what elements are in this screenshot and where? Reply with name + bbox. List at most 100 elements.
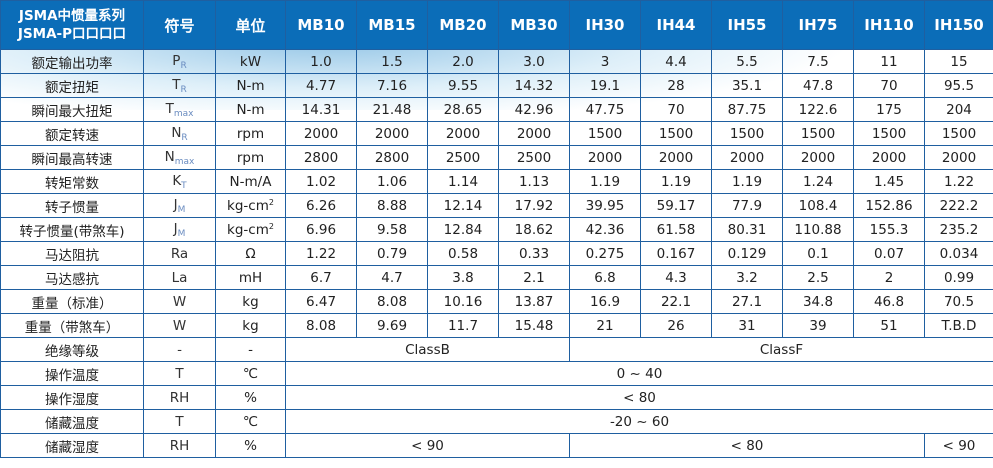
parameter-unit: mH [215, 265, 286, 290]
parameter-symbol: JM [143, 193, 216, 218]
parameter-name: 储藏温度 [0, 409, 144, 434]
parameter-name: 绝缘等级 [0, 337, 144, 362]
model-header-mb15: MB15 [356, 0, 428, 50]
value-cell: 70 [853, 73, 925, 98]
table-row: 马达阻抗 Ra Ω 1.22 0.79 0.58 0.33 0.275 0.167 0.129 0.… [0, 241, 993, 266]
value-cell: 8.88 [356, 193, 428, 218]
value-cell: 0.58 [427, 241, 499, 266]
value-cell: 15.48 [498, 313, 570, 338]
model-header-mb10: MB10 [285, 0, 357, 50]
parameter-symbol: RH [143, 385, 216, 410]
symbol-base: La [171, 269, 188, 286]
parameter-unit: rpm [215, 121, 286, 146]
model-header-ih55: IH55 [711, 0, 783, 50]
model-header-ih110: IH110 [853, 0, 925, 50]
parameter-name: 重量（带煞车） [0, 313, 144, 338]
symbol-subscript: max [174, 156, 195, 167]
parameter-name: 瞬间最高转速 [0, 145, 144, 170]
value-cell: 18.62 [498, 217, 570, 242]
value-cell: 0.129 [711, 241, 783, 266]
value-cell: 1.14 [427, 169, 499, 194]
value-cell: 26 [640, 313, 712, 338]
parameter-symbol: T [143, 409, 216, 434]
value-cell: 5.5 [711, 49, 783, 74]
parameter-name: 马达阻抗 [0, 241, 144, 266]
unit-text: N-m/A [229, 173, 272, 190]
value-cell: 2000 [924, 145, 993, 170]
value-cell: 4.77 [285, 73, 357, 98]
value-cell: 16.9 [569, 289, 641, 314]
value-cell: 2 [853, 265, 925, 290]
unit-header: 单位 [215, 0, 286, 50]
value-cell: 1.24 [782, 169, 854, 194]
parameter-unit: Ω [215, 241, 286, 266]
unit-text: kg [242, 317, 259, 334]
value-cell: 110.88 [782, 217, 854, 242]
parameter-unit: - [215, 337, 286, 362]
merged-value-cell: ClassF [569, 337, 993, 362]
unit-text: N-m [236, 77, 265, 94]
table-row: 马达感抗 La mH 6.7 4.7 3.8 2.1 6.8 4.3 3.2 2.5 2 0.99 [0, 265, 993, 290]
value-cell: 2000 [853, 145, 925, 170]
unit-text: ℃ [242, 413, 259, 430]
table-row: 瞬间最高转速 Nmax rpm 2800 2800 2500 2500 2000 2000 200… [0, 145, 993, 170]
parameter-name: 马达感抗 [0, 265, 144, 290]
value-cell: 42.96 [498, 97, 570, 122]
symbol-header: 符号 [143, 0, 216, 50]
value-cell: T.B.D [924, 313, 993, 338]
value-cell: 59.17 [640, 193, 712, 218]
value-cell: 21.48 [356, 97, 428, 122]
symbol-base: P [172, 52, 181, 69]
parameter-symbol: PR [143, 49, 216, 74]
parameter-symbol: La [143, 265, 216, 290]
value-cell: 47.8 [782, 73, 854, 98]
symbol-base: J [173, 196, 178, 213]
parameter-symbol: KT [143, 169, 216, 194]
value-cell: 2000 [711, 145, 783, 170]
servo-motor-spec-table: JSMA中惯量系列 JSMA-P口口口口 符号 单位 MB10 MB15 MB20 M… [0, 0, 993, 458]
unit-superscript: 2 [268, 197, 274, 207]
table-row: 操作温度 T ℃ 0 ~ 40 [0, 361, 993, 386]
model-header-ih44: IH44 [640, 0, 712, 50]
value-cell: 7.16 [356, 73, 428, 98]
value-cell: 1.0 [285, 49, 357, 74]
parameter-symbol: Ra [143, 241, 216, 266]
value-cell: 70 [640, 97, 712, 122]
table-row: 转子惯量 JM kg-cm2 6.26 8.88 12.14 17.92 39.95 59.17… [0, 193, 993, 218]
value-cell: 14.31 [285, 97, 357, 122]
value-cell: 1.19 [640, 169, 712, 194]
value-cell: 2000 [569, 145, 641, 170]
value-cell: 3 [569, 49, 641, 74]
parameter-name: 转子惯量 [0, 193, 144, 218]
value-cell: 235.2 [924, 217, 993, 242]
symbol-base: - [177, 341, 182, 358]
value-cell: 2000 [782, 145, 854, 170]
unit-text: mH [238, 269, 263, 286]
symbol-base: T [172, 76, 181, 93]
model-header-ih75: IH75 [782, 0, 854, 50]
value-cell: 2.1 [498, 265, 570, 290]
value-cell: 6.26 [285, 193, 357, 218]
parameter-unit: kg-cm2 [215, 193, 286, 218]
parameter-unit: % [215, 385, 286, 410]
unit-text: rpm [236, 149, 265, 166]
value-cell: 222.2 [924, 193, 993, 218]
value-cell: 1.06 [356, 169, 428, 194]
value-cell: 15 [924, 49, 993, 74]
value-cell: 28.65 [427, 97, 499, 122]
table-row: 额定转速 NR rpm 2000 2000 2000 2000 1500 1500 1500 150… [0, 121, 993, 146]
symbol-base: N [171, 124, 182, 141]
series-header: JSMA中惯量系列 JSMA-P口口口口 [0, 0, 144, 50]
table-row: 转矩常数 KT N-m/A 1.02 1.06 1.14 1.13 1.19 1.19 1.19 1… [0, 169, 993, 194]
value-cell: 27.1 [711, 289, 783, 314]
parameter-symbol: RH [143, 433, 216, 458]
parameter-name: 转子惯量(带煞车) [0, 217, 144, 242]
value-cell: 2000 [498, 121, 570, 146]
symbol-base: T [175, 413, 184, 430]
symbol-base: J [173, 220, 178, 237]
value-cell: 8.08 [356, 289, 428, 314]
value-cell: 2.0 [427, 49, 499, 74]
value-cell: 1.22 [924, 169, 993, 194]
value-cell: 0.034 [924, 241, 993, 266]
